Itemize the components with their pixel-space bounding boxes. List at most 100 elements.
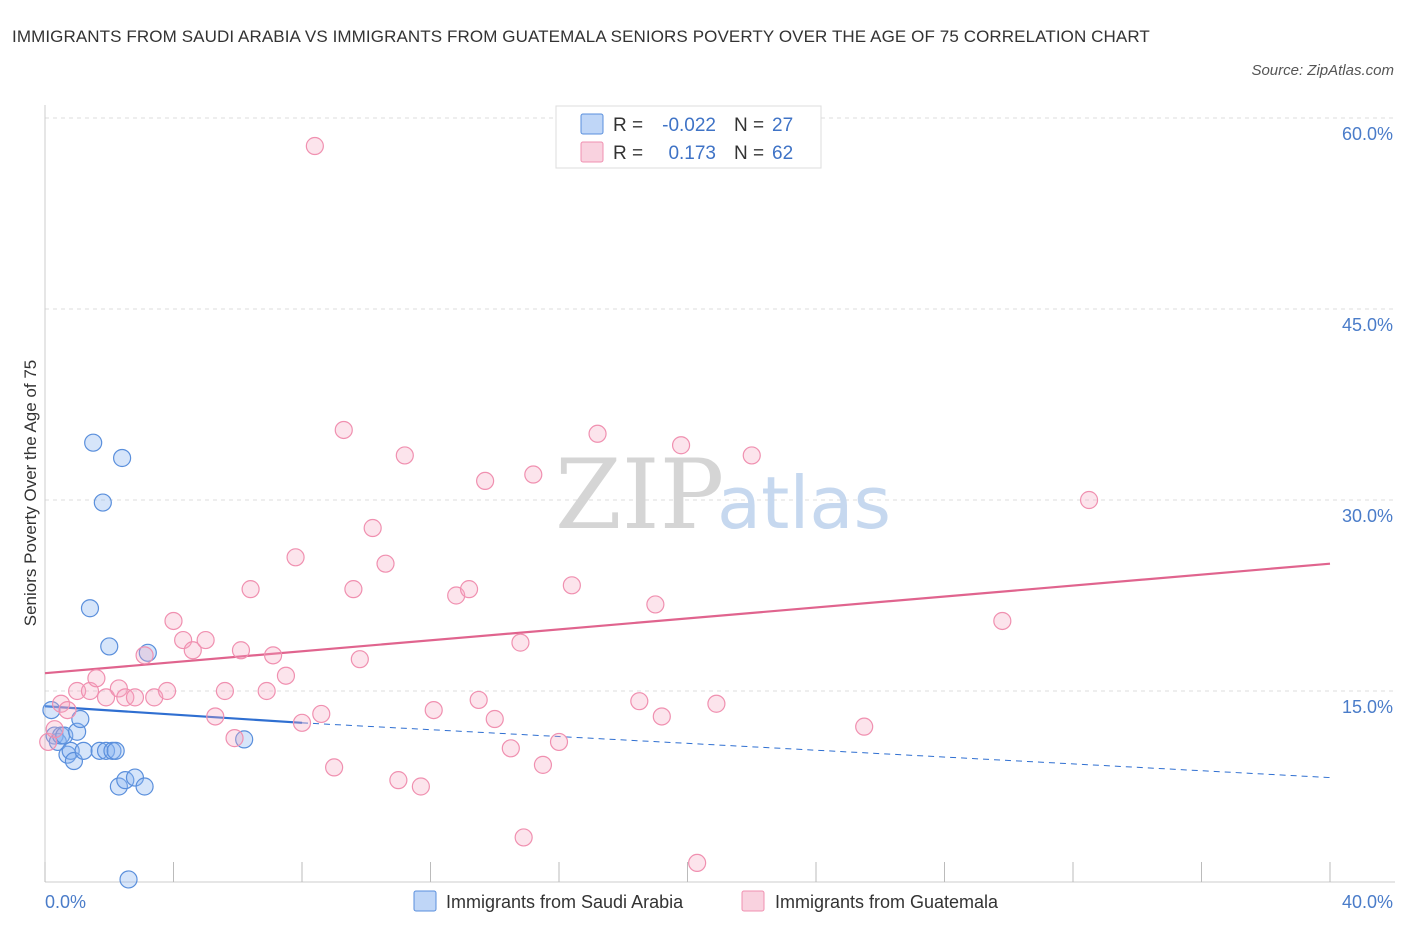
legend-r-label-saudi: R = (613, 115, 643, 136)
legend-r-value-guatemala: 0.173 (668, 143, 716, 164)
point-guatemala-11 (135, 646, 154, 665)
watermark: ZIP atlas (555, 439, 891, 551)
point-saudi-11 (80, 599, 100, 618)
point-guatemala-33 (363, 518, 382, 538)
axes (44, 105, 1395, 883)
point-guatemala-13 (157, 681, 177, 701)
point-guatemala-49 (549, 732, 569, 752)
point-saudi-15 (96, 741, 116, 760)
point-guatemala-51 (588, 424, 607, 443)
point-guatemala-54 (652, 707, 671, 726)
point-saudi-22 (119, 870, 138, 889)
point-guatemala-52 (630, 692, 649, 711)
point-guatemala-28 (312, 704, 331, 724)
point-saudi-26 (235, 730, 254, 749)
watermark-zip: ZIP (555, 439, 724, 551)
point-guatemala-18 (206, 707, 225, 726)
point-guatemala-61 (1079, 490, 1099, 510)
point-guatemala-37 (411, 777, 430, 796)
point-saudi-0 (42, 700, 61, 720)
point-guatemala-41 (469, 690, 488, 710)
point-guatemala-14 (164, 611, 183, 631)
trend-line-saudi (44, 705, 303, 724)
point-saudi-13 (90, 741, 109, 760)
legend-r-value-saudi: -0.022 (662, 115, 716, 136)
point-guatemala-7 (96, 688, 116, 707)
y-axis-label: Seniors Poverty Over the Age of 75 (21, 360, 40, 626)
point-guatemala-43 (485, 709, 504, 729)
point-saudi-20 (112, 448, 132, 468)
point-guatemala-42 (476, 471, 495, 490)
point-guatemala-1 (45, 720, 64, 739)
point-guatemala-58 (742, 446, 761, 465)
point-guatemala-23 (257, 681, 276, 701)
point-guatemala-31 (344, 580, 363, 599)
y-tick-labels: 15.0% 30.0% 45.0% 60.0% (1342, 124, 1393, 717)
point-saudi-16 (100, 637, 119, 656)
point-guatemala-56 (688, 853, 707, 873)
point-guatemala-6 (87, 669, 106, 688)
legend-n-label-saudi: N = (734, 115, 764, 136)
series-legend-swatch-saudi (413, 890, 437, 912)
series-legend-swatch-guatemala (741, 890, 765, 912)
point-guatemala-62 (305, 136, 324, 156)
grid-lines (45, 117, 1395, 692)
y-tick-label-1: 30.0% (1342, 506, 1393, 526)
point-saudi-25 (138, 643, 157, 662)
point-guatemala-47 (524, 465, 543, 484)
point-guatemala-22 (241, 580, 260, 599)
series-legend: Immigrants from Saudi Arabia Immigrants … (413, 890, 999, 912)
point-guatemala-26 (286, 548, 305, 567)
series-legend-label-saudi: Immigrants from Saudi Arabia (446, 892, 684, 912)
point-guatemala-60 (993, 611, 1012, 631)
trend-line-guatemala (44, 562, 1331, 675)
point-guatemala-24 (263, 646, 283, 665)
point-guatemala-46 (514, 828, 533, 847)
point-guatemala-53 (646, 595, 665, 614)
point-guatemala-9 (116, 688, 135, 707)
point-guatemala-27 (292, 713, 312, 732)
point-guatemala-20 (225, 729, 244, 748)
x-tick-label-1: 40.0% (1342, 892, 1393, 912)
point-saudi-10 (74, 741, 93, 760)
point-guatemala-55 (671, 436, 691, 455)
legend-swatch-guatemala (580, 141, 604, 163)
legend-swatch-saudi (580, 113, 604, 135)
trend-lines (44, 562, 1331, 779)
chart-title: IMMIGRANTS FROM SAUDI ARABIA VS IMMIGRAN… (12, 27, 1150, 46)
x-tick-label-0: 0.0% (45, 892, 86, 912)
point-guatemala-48 (533, 755, 553, 774)
point-guatemala-19 (215, 681, 234, 701)
point-guatemala-38 (424, 700, 443, 720)
point-guatemala-44 (501, 739, 520, 758)
point-guatemala-8 (109, 679, 128, 698)
legend-n-value-saudi: 27 (772, 115, 793, 136)
point-saudi-12 (84, 433, 103, 452)
point-saudi-24 (135, 777, 154, 796)
y-tick-label-2: 45.0% (1342, 315, 1393, 335)
point-guatemala-17 (196, 630, 215, 650)
point-guatemala-29 (325, 758, 344, 777)
series-legend-label-guatemala: Immigrants from Guatemala (775, 892, 999, 912)
legend-n-value-guatemala: 62 (772, 143, 793, 164)
point-guatemala-50 (562, 576, 581, 595)
point-guatemala-59 (855, 717, 874, 736)
point-saudi-6 (61, 741, 80, 760)
point-saudi-14 (93, 493, 112, 512)
source-credit: Source: ZipAtlas.com (1251, 62, 1394, 79)
point-guatemala-16 (183, 641, 202, 660)
point-guatemala-45 (511, 633, 530, 652)
legend-r-label-guatemala: R = (613, 143, 643, 164)
watermark-atlas: atlas (717, 461, 891, 545)
point-guatemala-36 (395, 446, 414, 465)
point-guatemala-4 (68, 681, 87, 701)
point-guatemala-34 (376, 554, 395, 573)
point-saudi-18 (106, 741, 125, 760)
point-guatemala-35 (389, 771, 408, 790)
correlation-legend: R = -0.022 N = 27 R = 0.173 N = 62 (555, 105, 822, 169)
point-guatemala-25 (276, 666, 296, 685)
point-guatemala-40 (459, 580, 479, 599)
y-tick-label-3: 60.0% (1342, 124, 1393, 144)
point-saudi-9 (71, 709, 90, 729)
